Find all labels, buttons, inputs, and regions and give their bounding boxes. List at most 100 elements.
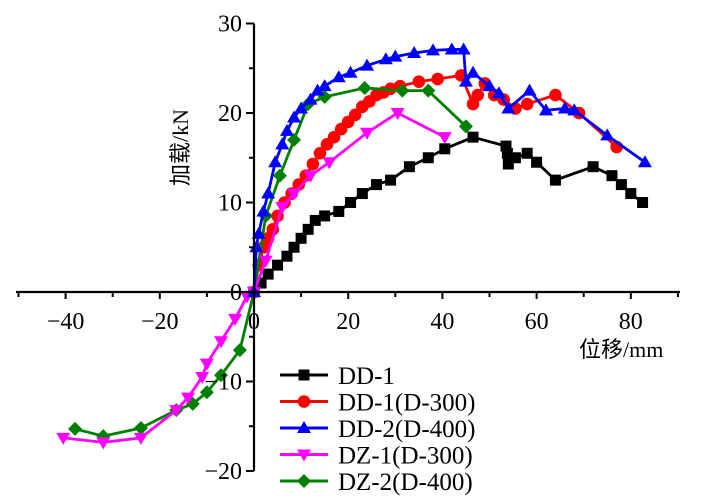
data-point xyxy=(313,146,327,160)
legend-item-dd-1-d-300: DD-1(D-300) xyxy=(280,390,475,417)
x-tick-label: −40 xyxy=(47,309,85,335)
data-point xyxy=(467,131,479,143)
data-point xyxy=(214,336,229,349)
data-point xyxy=(606,170,618,182)
axes-layer: −40 −20 0 20 40 60 80 −20 −10 0 10 20 30 xyxy=(16,12,680,485)
x-tick-label: 40 xyxy=(430,309,454,335)
legend-marker xyxy=(298,369,310,381)
labels-layer: 位移/mm 加载/kN xyxy=(168,109,663,362)
data-point xyxy=(456,42,471,55)
data-point xyxy=(249,240,264,253)
data-point xyxy=(439,143,451,155)
series-dd-2-d-400 xyxy=(247,42,652,297)
data-point xyxy=(471,88,485,102)
data-point xyxy=(501,101,516,114)
legend-item-dz-2-d-400: DZ-2(D-400) xyxy=(280,469,473,496)
y-tick-label: 10 xyxy=(218,191,242,217)
data-point xyxy=(309,214,321,226)
data-point xyxy=(294,101,309,114)
data-point xyxy=(302,223,314,235)
legend-marker xyxy=(297,449,311,462)
legend-label: DD-1 xyxy=(338,363,395,390)
data-point xyxy=(385,174,397,186)
legend-item-dz-1-d-300: DZ-1(D-300) xyxy=(280,443,473,470)
legend-label: DZ-1(D-300) xyxy=(338,443,473,470)
data-point xyxy=(422,152,434,164)
data-point xyxy=(272,259,284,271)
data-point xyxy=(587,161,599,173)
data-point xyxy=(549,88,562,102)
data-point xyxy=(169,405,184,418)
data-point xyxy=(425,43,440,56)
data-point xyxy=(331,70,346,83)
legend-label: DD-2(D-400) xyxy=(338,416,475,443)
data-point xyxy=(444,42,459,55)
data-point xyxy=(458,74,473,87)
data-point xyxy=(500,140,512,152)
legend-label: DD-1(D-300) xyxy=(338,390,475,417)
data-point xyxy=(357,80,372,95)
data-point xyxy=(458,119,473,134)
legend-item-dd-2-d-400: DD-2(D-400) xyxy=(280,416,475,443)
x-tick-label: 0 xyxy=(248,309,260,335)
x-axis-title: 位移/mm xyxy=(579,337,663,362)
data-point xyxy=(199,358,214,371)
data-point xyxy=(625,188,637,200)
data-point xyxy=(403,161,415,173)
data-point xyxy=(502,158,514,170)
data-point xyxy=(56,432,71,445)
y-tick-label: 30 xyxy=(218,12,242,38)
data-point xyxy=(557,101,572,114)
legend-marker xyxy=(297,395,311,408)
data-point xyxy=(281,250,293,262)
data-point xyxy=(407,46,422,59)
data-point xyxy=(310,83,325,96)
data-point xyxy=(317,79,332,92)
data-point xyxy=(333,205,345,217)
series-line-dz-2-d-400 xyxy=(74,86,467,438)
data-point xyxy=(228,313,243,326)
data-point xyxy=(303,92,318,105)
data-point xyxy=(509,152,521,164)
data-point xyxy=(261,186,276,199)
data-point xyxy=(431,72,444,86)
data-point xyxy=(345,197,357,208)
data-point xyxy=(482,79,497,92)
data-point xyxy=(272,168,287,183)
data-point xyxy=(615,179,627,191)
legend-item-dd-1: DD-1 xyxy=(280,363,395,390)
data-point xyxy=(251,226,266,239)
data-point xyxy=(199,385,214,400)
data-point xyxy=(258,255,273,268)
data-point xyxy=(181,392,196,405)
data-point xyxy=(279,123,294,136)
data-point xyxy=(360,58,375,71)
data-point xyxy=(567,103,582,116)
y-tick-label: −20 xyxy=(204,459,242,485)
data-point xyxy=(531,156,543,168)
data-point xyxy=(501,147,513,159)
data-point xyxy=(195,372,210,385)
data-point xyxy=(306,157,320,171)
data-point xyxy=(133,421,148,436)
legend: DD-1DD-1(D-300)DD-2(D-400)DZ-1(D-300)DZ-… xyxy=(280,363,475,496)
data-point xyxy=(256,204,271,217)
data-point xyxy=(343,65,358,78)
data-point xyxy=(287,132,302,147)
data-point xyxy=(295,232,307,244)
data-point xyxy=(539,103,554,116)
data-point xyxy=(319,210,331,222)
series-dd-1 xyxy=(248,131,649,298)
data-point xyxy=(395,83,410,98)
legend-marker xyxy=(297,474,311,488)
data-point xyxy=(466,65,481,78)
data-point xyxy=(549,174,561,186)
data-point xyxy=(232,343,247,358)
data-point xyxy=(322,157,337,170)
x-tick-label: 80 xyxy=(619,309,643,335)
data-point xyxy=(133,432,148,445)
data-point xyxy=(268,155,283,168)
data-point xyxy=(275,201,290,214)
data-point xyxy=(437,132,452,145)
